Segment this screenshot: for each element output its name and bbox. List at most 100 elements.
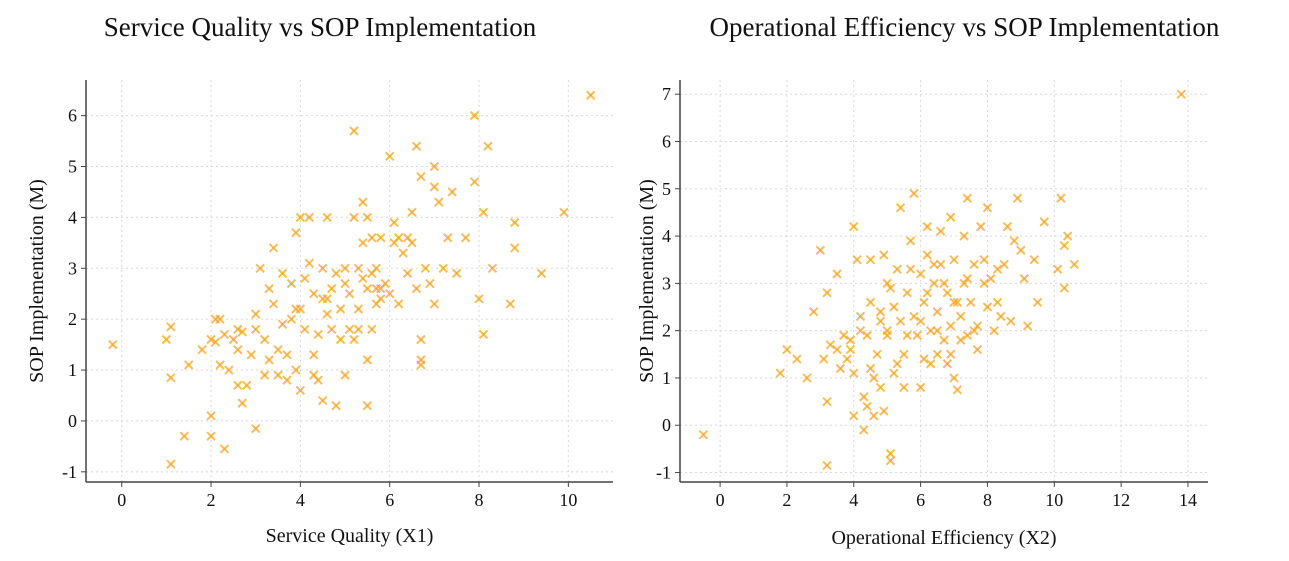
data-point xyxy=(939,278,949,289)
data-point xyxy=(1016,245,1026,255)
data-point xyxy=(416,360,426,370)
data-point xyxy=(197,344,207,355)
data-point xyxy=(949,297,959,307)
data-point xyxy=(362,283,373,294)
data-point-stroke xyxy=(875,307,886,317)
data-point-stroke xyxy=(317,263,328,273)
data-point xyxy=(925,359,936,369)
data-point xyxy=(331,268,341,279)
data-point-stroke xyxy=(402,233,413,243)
data-point-stroke xyxy=(942,359,953,369)
data-point xyxy=(393,299,404,309)
data-point xyxy=(1009,236,1019,246)
data-point xyxy=(932,325,943,336)
data-point xyxy=(416,171,426,182)
data-point xyxy=(206,411,216,421)
data-point-stroke xyxy=(219,329,230,340)
data-point xyxy=(945,321,956,331)
data-point xyxy=(384,151,395,162)
data-point xyxy=(839,330,849,341)
data-point xyxy=(929,278,939,289)
y-tick-label: -1 xyxy=(62,462,77,482)
data-point xyxy=(1039,217,1049,227)
data-point-stroke xyxy=(282,350,292,360)
data-point-stroke xyxy=(1009,236,1019,246)
data-point xyxy=(919,354,929,364)
data-point xyxy=(166,372,176,383)
data-point-stroke xyxy=(1016,245,1026,255)
data-point-stroke xyxy=(902,288,912,298)
data-point xyxy=(353,324,364,335)
data-point-stroke xyxy=(986,273,996,284)
data-point-stroke xyxy=(945,349,956,360)
data-point-stroke xyxy=(905,264,916,274)
data-point-stroke xyxy=(849,221,859,232)
data-point-stroke xyxy=(929,259,939,270)
data-point xyxy=(161,334,172,345)
data-point-stroke xyxy=(344,324,355,335)
data-point xyxy=(822,288,832,298)
data-point-stroke xyxy=(832,344,842,355)
data-point-stroke xyxy=(915,269,926,279)
data-point-stroke xyxy=(367,324,377,335)
data-point xyxy=(304,212,315,223)
data-point-stroke xyxy=(839,330,849,341)
data-point-stroke xyxy=(962,273,973,284)
data-point-stroke xyxy=(197,344,207,355)
data-point-stroke xyxy=(304,258,315,268)
data-point-stroke xyxy=(852,255,862,265)
x-axis-label: Service Quality (X1) xyxy=(266,525,434,547)
y-tick-label: 1 xyxy=(662,368,671,388)
data-point-stroke xyxy=(909,311,919,322)
data-point xyxy=(905,236,916,246)
data-point xyxy=(815,245,826,255)
data-point-stroke xyxy=(268,299,279,309)
data-point xyxy=(922,221,932,232)
data-point xyxy=(429,182,440,192)
y-tick-label: 2 xyxy=(68,309,77,329)
data-point-stroke xyxy=(242,380,252,391)
data-point xyxy=(233,324,243,335)
y-tick-label: 7 xyxy=(662,84,671,104)
data-point-stroke xyxy=(228,334,239,345)
data-point xyxy=(322,212,332,223)
data-point xyxy=(818,354,829,364)
data-point xyxy=(389,217,399,228)
data-point xyxy=(326,283,337,294)
data-point-stroke xyxy=(1176,89,1186,99)
data-point-stroke xyxy=(206,411,216,421)
data-point xyxy=(344,289,355,299)
data-point-stroke xyxy=(1032,297,1043,307)
data-point-stroke xyxy=(996,311,1006,322)
data-point-stroke xyxy=(322,212,332,223)
data-point xyxy=(929,259,939,270)
data-point-stroke xyxy=(268,243,279,253)
data-point-stroke xyxy=(179,431,189,441)
y-tick-label: 5 xyxy=(662,179,671,199)
data-point-stroke xyxy=(451,268,462,279)
y-tick-label: 3 xyxy=(68,258,77,278)
data-point xyxy=(416,334,426,345)
data-point xyxy=(849,368,859,378)
data-point-stroke xyxy=(869,373,879,383)
x-tick-label: 8 xyxy=(983,490,992,510)
data-point xyxy=(179,431,189,441)
data-point-stroke xyxy=(282,375,292,385)
data-point-stroke xyxy=(246,350,256,360)
data-point xyxy=(358,238,368,248)
data-point xyxy=(865,363,876,374)
data-point xyxy=(398,248,408,258)
data-point xyxy=(802,373,812,383)
data-point xyxy=(922,250,932,260)
data-point-stroke xyxy=(982,202,993,213)
data-point-stroke xyxy=(862,401,872,412)
x-tick-label: 0 xyxy=(117,490,126,510)
data-point xyxy=(862,330,872,341)
data-point xyxy=(210,337,221,347)
data-point xyxy=(852,255,862,265)
data-point-stroke xyxy=(912,330,922,341)
data-point-stroke xyxy=(233,324,243,335)
data-point-stroke xyxy=(966,297,976,307)
data-point xyxy=(273,344,283,355)
data-point-stroke xyxy=(362,212,373,223)
